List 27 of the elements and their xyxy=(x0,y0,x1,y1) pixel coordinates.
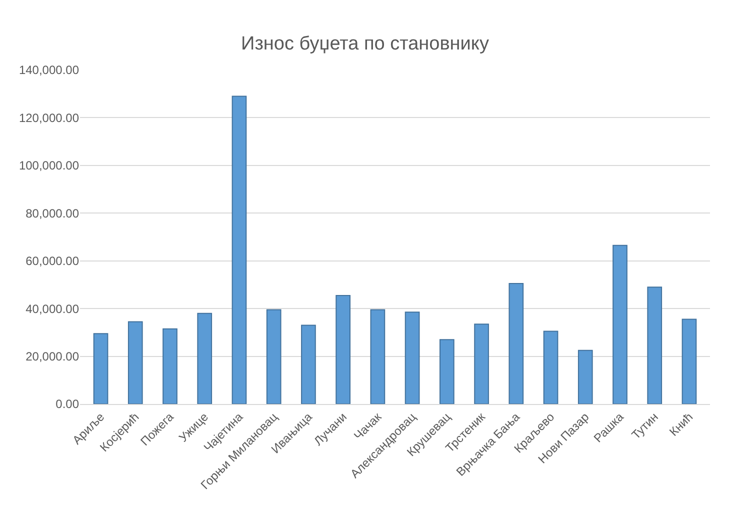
y-tick-label: 20,000.00 xyxy=(26,349,80,364)
y-tick-label: 80,000.00 xyxy=(26,206,80,220)
bar xyxy=(404,312,420,404)
bar xyxy=(682,318,697,404)
bar xyxy=(162,328,178,404)
bar xyxy=(336,294,350,404)
chart-title: Износ буџета по становнику xyxy=(241,34,490,55)
y-tick-label: 140,000.00 xyxy=(18,63,80,78)
bar xyxy=(612,244,628,404)
bar xyxy=(578,350,593,404)
y-tick-label: 120,000.00 xyxy=(18,110,80,125)
y-tick-label: 0.00 xyxy=(56,397,80,412)
bar xyxy=(370,309,386,404)
bar xyxy=(508,283,524,404)
bar xyxy=(93,333,108,404)
bar xyxy=(197,312,212,404)
y-tick-label: 100,000.00 xyxy=(18,158,80,173)
bar xyxy=(301,324,316,404)
bar xyxy=(474,324,489,404)
bar xyxy=(440,339,454,404)
bar xyxy=(647,286,662,404)
y-tick-label: 60,000.00 xyxy=(26,254,80,268)
bar xyxy=(232,96,247,404)
bar xyxy=(128,321,143,404)
bar xyxy=(266,309,282,404)
bar xyxy=(543,330,558,404)
y-tick-label: 40,000.00 xyxy=(26,302,80,316)
